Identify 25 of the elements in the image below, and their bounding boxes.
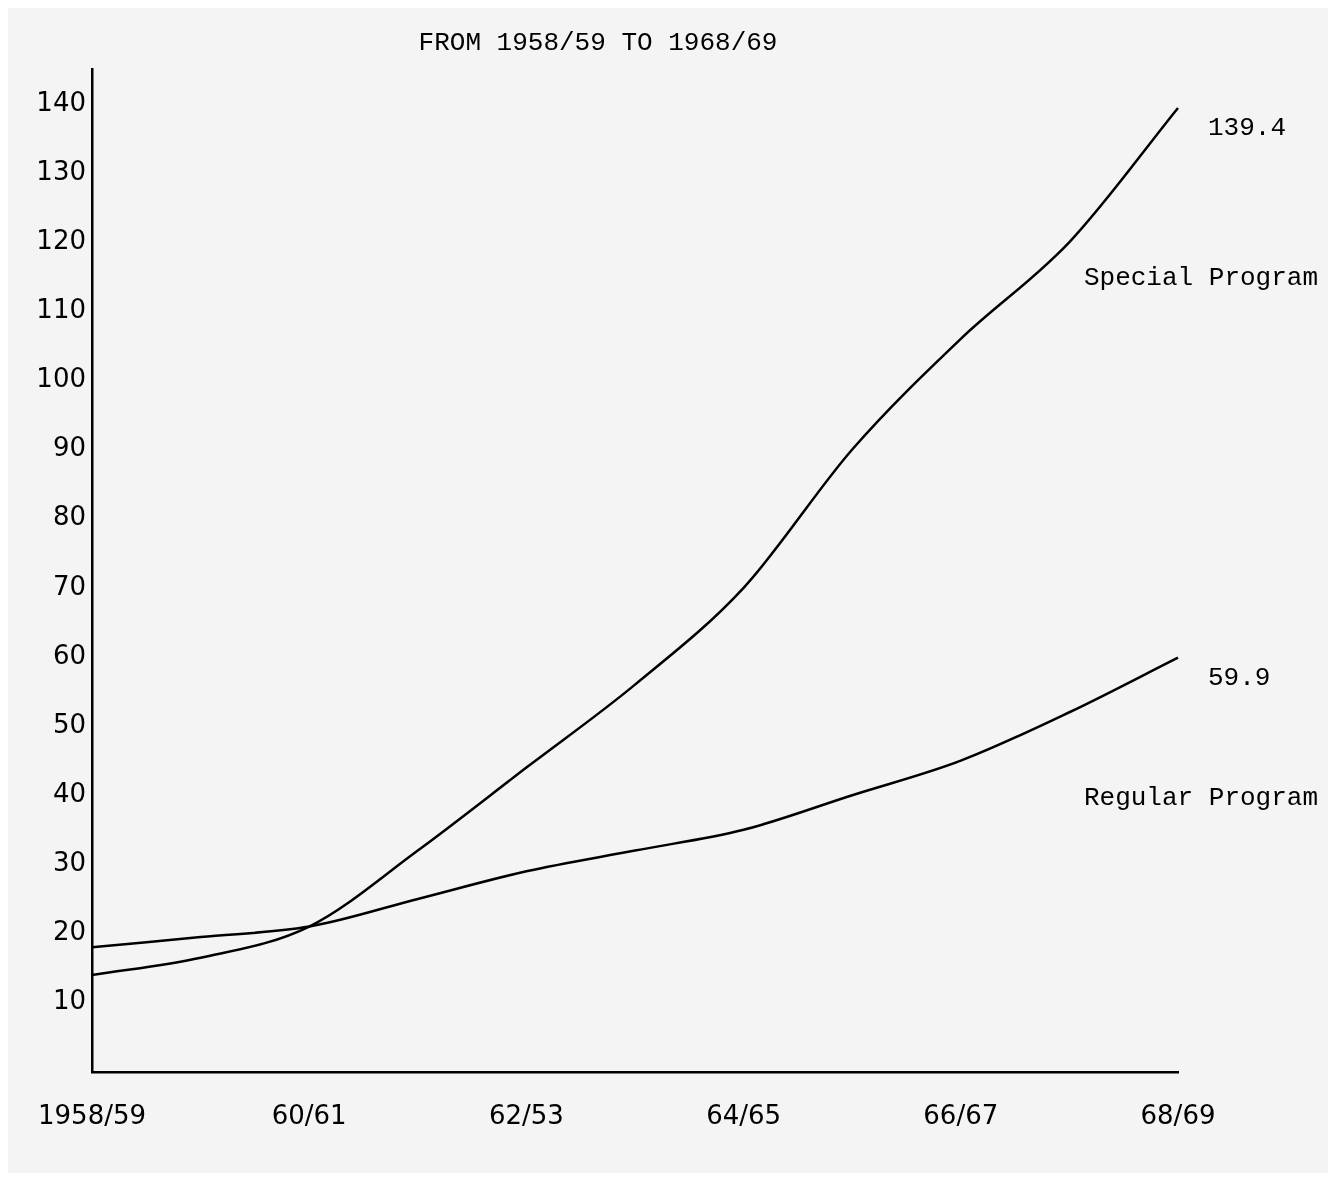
y-tick-label: 120 <box>36 224 87 255</box>
x-tick-label: 60/61 <box>271 1100 347 1131</box>
y-tick-label: 70 <box>52 570 87 601</box>
y-tick-label: 80 <box>52 501 87 532</box>
text: Regular Program <box>1083 782 1318 813</box>
data-label: 139.4 <box>1208 112 1287 143</box>
data-label: 59.9 <box>1208 662 1271 693</box>
x-tick-label: 64/65 <box>706 1100 782 1131</box>
x-tick-label: 62/53 <box>488 1100 564 1131</box>
y-tick-label: 110 <box>36 293 87 324</box>
y-tick-label: 100 <box>36 363 87 394</box>
x-tick-label: 66/67 <box>923 1100 999 1131</box>
x-tick-label: 1958/59 <box>38 1100 147 1131</box>
y-tick-label: 40 <box>52 777 87 808</box>
y-tick-label: 60 <box>52 639 87 670</box>
chart-title: FROM 1958/59 TO 1968/69 <box>418 28 778 59</box>
y-tick-label: 10 <box>52 985 87 1016</box>
y-tick-label: 30 <box>52 847 87 878</box>
x-tick-label: 68/69 <box>1140 1100 1216 1131</box>
y-tick-label: 90 <box>52 432 87 463</box>
y-tick-label: 130 <box>36 155 87 186</box>
y-tick-label: 50 <box>52 708 87 739</box>
y-tick-label: 20 <box>52 916 87 947</box>
y-tick-label: 140 <box>36 86 87 117</box>
series-label: Special Program <box>1083 262 1318 293</box>
